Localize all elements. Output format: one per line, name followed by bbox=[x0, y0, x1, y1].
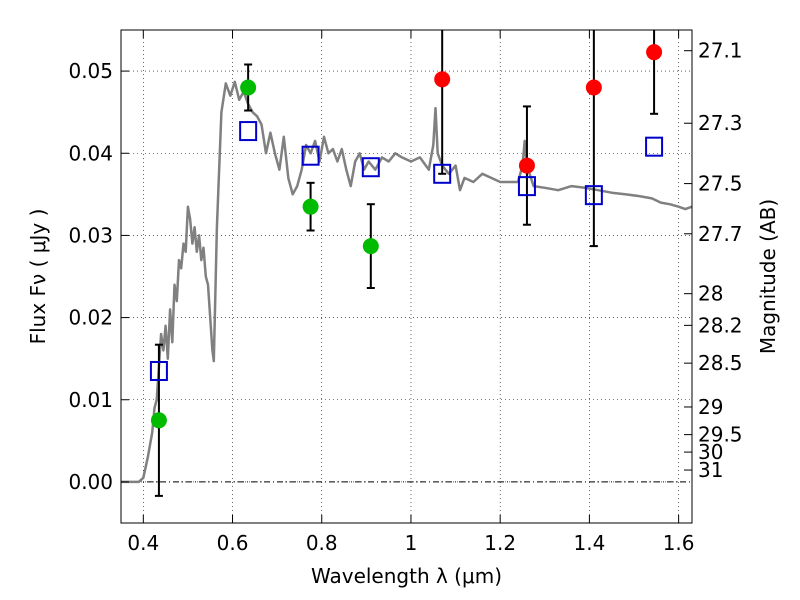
right-tick-label: 31 bbox=[698, 458, 723, 482]
observed-flux-point bbox=[646, 44, 663, 61]
x-tick-label: 1.6 bbox=[663, 531, 695, 555]
axes: 0.4 0.6 0.8 1 1.2 1.4 1.6 0.00 0.01 0.02 0.03 0.04 0… bbox=[68, 30, 743, 555]
x-tick-label: 0.8 bbox=[306, 531, 338, 555]
model-flux-square-point bbox=[517, 176, 536, 197]
plot-frame bbox=[120, 29, 693, 524]
model-flux-square-point bbox=[433, 163, 452, 184]
model-flux-square-point bbox=[645, 136, 664, 157]
right-axis-title: Magnitude (AB) bbox=[756, 199, 780, 354]
right-tick-label: 29 bbox=[698, 395, 723, 419]
observed-flux-point bbox=[585, 79, 602, 96]
y-tick-label: 0.03 bbox=[68, 223, 113, 247]
observed-flux-point bbox=[240, 79, 257, 96]
model-flux-square-point bbox=[239, 121, 258, 142]
y-tick-label: 0.05 bbox=[68, 59, 113, 83]
right-tick-label: 27.5 bbox=[698, 172, 743, 196]
observed-flux-point bbox=[150, 412, 167, 429]
right-tick-label: 29.5 bbox=[698, 423, 743, 447]
right-tick-label: 28 bbox=[698, 282, 723, 306]
x-axis-title: Wavelength λ (μm) bbox=[311, 564, 502, 588]
y-tick-label: 0.00 bbox=[68, 470, 113, 494]
right-tick-label: 27.7 bbox=[698, 222, 743, 246]
observed-flux-point bbox=[362, 238, 379, 255]
y-tick-label: 0.02 bbox=[68, 306, 113, 330]
observed-flux-point bbox=[434, 71, 451, 88]
right-tick-label: 28.2 bbox=[698, 313, 743, 337]
observed-flux-point bbox=[302, 198, 319, 215]
x-tick-label: 0.4 bbox=[127, 531, 159, 555]
observed-flux-point bbox=[518, 157, 535, 174]
right-tick-label: 27.1 bbox=[698, 39, 743, 63]
x-tick-label: 0.6 bbox=[217, 531, 249, 555]
y-tick-label: 0.04 bbox=[68, 141, 113, 165]
x-tick-label: 1.4 bbox=[573, 531, 605, 555]
right-tick-label: 28.5 bbox=[698, 351, 743, 375]
y-tick-label: 0.01 bbox=[68, 388, 113, 412]
right-tick-label: 30 bbox=[698, 440, 723, 464]
model-flux-square-point bbox=[584, 185, 603, 206]
y-axis-title: Flux Fν ( μJy ) bbox=[26, 209, 50, 345]
model-flux-square-point bbox=[301, 145, 320, 166]
model-flux-square-point bbox=[361, 157, 380, 178]
series bbox=[121, 30, 692, 497]
x-tick-label: 1 bbox=[405, 531, 418, 555]
x-tick-label: 1.2 bbox=[484, 531, 516, 555]
model-flux-square-point bbox=[149, 360, 168, 381]
right-tick-label: 27.3 bbox=[698, 111, 743, 135]
